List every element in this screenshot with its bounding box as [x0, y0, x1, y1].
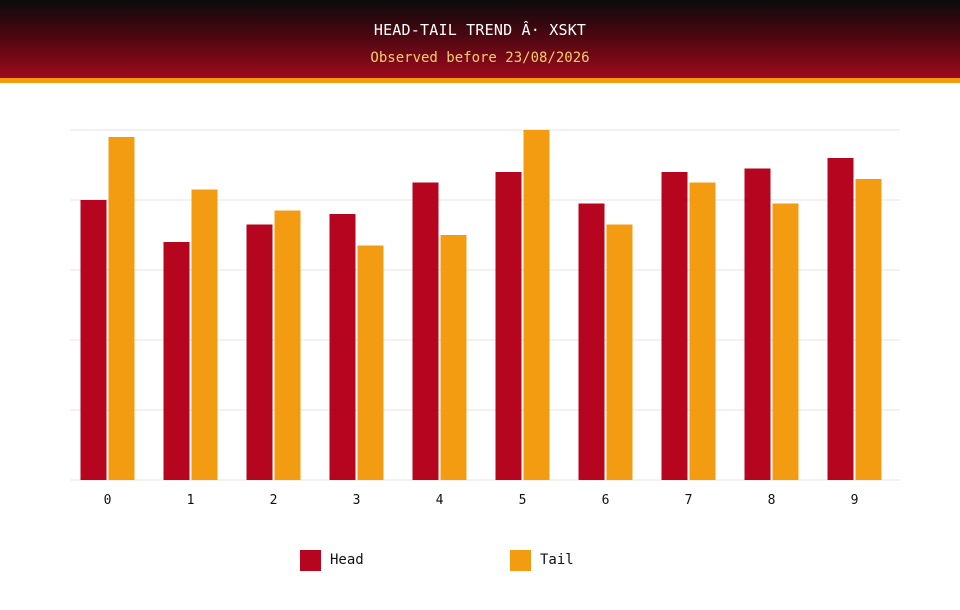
bar-tail-5[interactable] — [523, 130, 550, 480]
chart-legend: Head Tail — [0, 549, 960, 573]
bar-head-9[interactable] — [827, 158, 854, 480]
bar-tail-7[interactable] — [689, 182, 716, 481]
bar-tail-6[interactable] — [606, 224, 633, 481]
bar-head-8[interactable] — [744, 168, 771, 481]
bar-head-1[interactable] — [163, 242, 190, 480]
bar-tail-0[interactable] — [108, 137, 135, 480]
x-tick-label: 4 — [436, 493, 444, 508]
bar-head-5[interactable] — [495, 172, 522, 480]
bar-head-0[interactable] — [80, 200, 107, 480]
legend-item-head[interactable]: Head — [300, 549, 364, 571]
bar-head-6[interactable] — [578, 203, 605, 481]
bar-tail-2[interactable] — [274, 210, 301, 481]
x-tick-label: 6 — [602, 493, 610, 508]
bar-tail-1[interactable] — [191, 189, 218, 481]
header-accent-stripe — [0, 78, 960, 83]
legend-item-tail[interactable]: Tail — [510, 549, 574, 571]
x-tick-label: 0 — [104, 493, 112, 508]
x-tick-label: 8 — [768, 493, 776, 508]
x-tick-label: 7 — [685, 493, 693, 508]
x-tick-label: 3 — [353, 493, 361, 508]
x-tick-label: 2 — [270, 493, 278, 508]
bar-tail-3[interactable] — [357, 245, 384, 481]
chart-subtitle: Observed before 23/08/2026 — [370, 50, 590, 66]
bar-head-4[interactable] — [412, 182, 439, 481]
chart-title: HEAD-TAIL TREND Â· XSKT — [373, 21, 587, 39]
bar-head-3[interactable] — [329, 214, 356, 480]
legend-swatch-head — [300, 549, 321, 571]
bar-head-7[interactable] — [661, 172, 688, 480]
legend-label-tail: Tail — [540, 552, 574, 568]
bar-tail-9[interactable] — [855, 179, 882, 480]
x-tick-label: 9 — [851, 493, 859, 508]
bar-tail-4[interactable] — [440, 235, 467, 480]
bar-head-2[interactable] — [246, 224, 273, 481]
bar-chart: 0 1 2 3 4 5 6 7 8 9 — [70, 129, 900, 508]
legend-swatch-tail — [510, 549, 531, 571]
legend-label-head: Head — [330, 552, 364, 568]
bar-tail-8[interactable] — [772, 203, 799, 481]
x-tick-label: 5 — [519, 493, 527, 508]
chart-header: HEAD-TAIL TREND Â· XSKT Observed before … — [0, 0, 960, 78]
x-tick-label: 1 — [187, 493, 195, 508]
